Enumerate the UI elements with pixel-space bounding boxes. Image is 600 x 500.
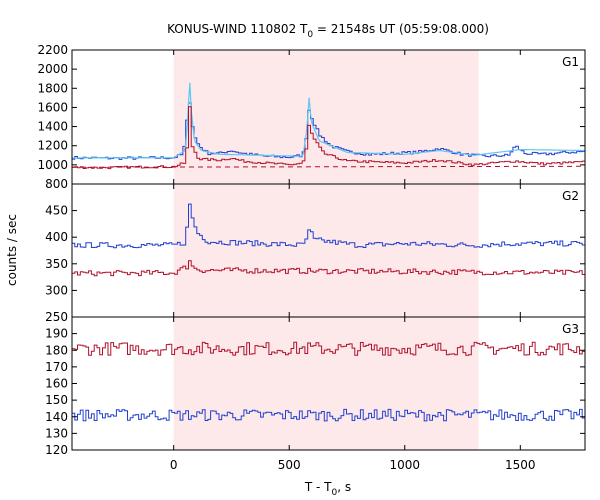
panels-group: 8001000120014001600180020002200G12503003… (37, 43, 586, 472)
title-subscript: 0 (307, 30, 313, 40)
shaded-interval (173, 184, 479, 317)
x-tick-label: 1000 (389, 458, 420, 472)
shaded-interval (173, 50, 479, 184)
y-tick-label: 1000 (37, 158, 68, 172)
chart-title: KONUS-WIND 110802 T0 = 21548s UT (05:59:… (167, 22, 489, 40)
y-tick-label: 160 (45, 377, 68, 391)
y-tick-label: 190 (45, 327, 68, 341)
y-tick-label: 2000 (37, 62, 68, 76)
y-tick-label: 150 (45, 393, 68, 407)
y-tick-label: 2200 (37, 43, 68, 57)
series-group (72, 203, 585, 277)
title-rest: = 21548s UT (05:59:08.000) (313, 22, 489, 36)
y-tick-label: 450 (45, 204, 68, 218)
y-tick-label: 130 (45, 426, 68, 440)
y-axis-label: counts / sec (5, 214, 19, 286)
shaded-interval (173, 317, 479, 450)
y-tick-label: 300 (45, 283, 68, 297)
xlabel-main: T - T (304, 480, 332, 494)
y-tick-label: 1600 (37, 100, 68, 114)
series-light-blue (72, 82, 585, 159)
y-tick-label: 800 (45, 177, 68, 191)
series-red-dashed-baseline (72, 165, 585, 168)
xlabel-subscript: 0 (332, 488, 338, 498)
panel-g2: 250 300 350 400 450 G2 (45, 183, 586, 324)
y-tick-label: 120 (45, 443, 68, 457)
series-red-histogram (72, 106, 585, 170)
y-tick-label: 170 (45, 360, 68, 374)
xlabel-rest: , s (337, 480, 351, 494)
series-blue-histogram (72, 408, 585, 422)
panel-g3: 120 130 140 150 160 170 180 190 G3 (45, 316, 586, 457)
title-main: KONUS-WIND 110802 T (167, 22, 308, 36)
y-tick-label: 180 (45, 343, 68, 357)
x-tick-label: 1500 (505, 458, 536, 472)
series-red-histogram (72, 341, 585, 356)
y-tick-label: 400 (45, 230, 68, 244)
y-tick-label: 1800 (37, 81, 68, 95)
series-red-histogram (72, 260, 585, 277)
series-group (72, 341, 585, 422)
series-blue-histogram (72, 203, 585, 249)
panel-label: G2 (562, 189, 579, 203)
y-tick-label: 1400 (37, 120, 68, 134)
y-tick-label: 140 (45, 410, 68, 424)
y-tick-label: 350 (45, 257, 68, 271)
x-tick-label: 0 (170, 458, 178, 472)
panel-g1: 800 1000 1200 1400 1600 1800 2000 2200 G1 (37, 43, 586, 191)
panel-label: G3 (562, 322, 579, 336)
series-blue-histogram (72, 102, 585, 160)
y-tick-label: 250 (45, 310, 68, 324)
x-tick-label: 500 (278, 458, 301, 472)
series-group (72, 82, 585, 170)
x-axis-label: T - T0, s (304, 480, 351, 498)
y-tick-label: 1200 (37, 139, 68, 153)
panel-label: G1 (562, 55, 579, 69)
